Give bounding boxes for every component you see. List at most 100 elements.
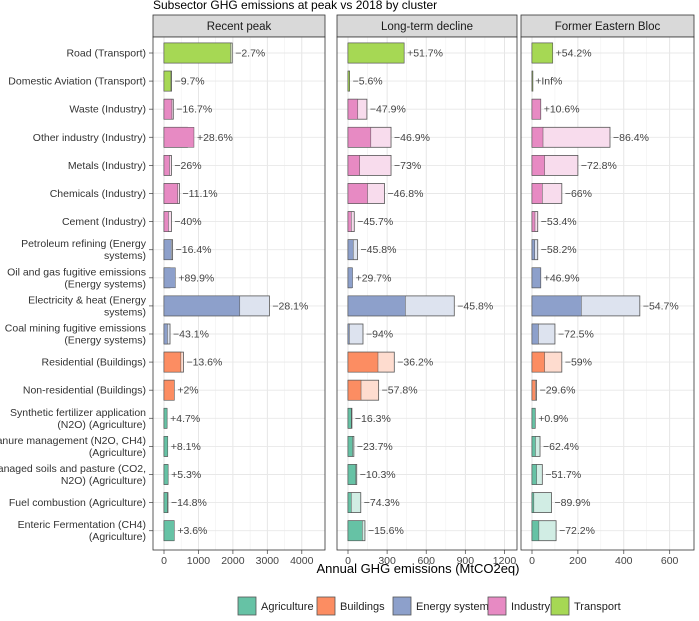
legend: Agriculture Buildings Energy systems Indust… [237, 596, 621, 616]
data-label: −59% [565, 357, 592, 369]
category-label: Petroleum refining (Energy systems) [21, 238, 147, 262]
x-tick-label: 600 [417, 555, 435, 567]
data-label: +5.3% [171, 469, 201, 481]
data-label: −45.8% [361, 244, 397, 256]
x-tick-label: 4000 [290, 555, 314, 567]
bar-2018 [347, 464, 357, 485]
panel-border [336, 36, 518, 551]
data-label: +46.9% [544, 272, 580, 284]
bar-2018 [347, 155, 360, 176]
x-tick-label: 600 [661, 555, 679, 567]
legend-item: Industry [487, 596, 551, 616]
chart-title: Subsector GHG emissions at peak vs 2018 … [153, 0, 437, 12]
bar-2018 [347, 492, 352, 513]
bar-2018 [531, 155, 545, 176]
data-label: −72.5% [558, 329, 594, 341]
bar-2018 [347, 98, 359, 120]
data-label: −23.7% [357, 441, 393, 453]
data-label: −46.8% [388, 188, 424, 200]
bar-2018 [531, 211, 536, 232]
bar-2018 [163, 211, 169, 232]
category-label: Metals (Industry) [68, 160, 146, 172]
bar-2018 [163, 98, 173, 120]
bar-2018 [163, 492, 168, 513]
legend-label: Industry [511, 601, 551, 613]
bar-peak [531, 492, 552, 514]
panel-border [520, 36, 695, 551]
category-label: Waste (Industry) [69, 104, 146, 116]
category-label: Domestic Aviation (Transport) [8, 76, 146, 88]
bar-2018 [163, 295, 241, 317]
data-label: −40% [174, 216, 201, 228]
data-label: −74.3% [364, 497, 400, 509]
category-label: Other industry (Industry) [33, 132, 146, 144]
category-label: Residential (Buildings) [42, 357, 146, 369]
legend-swatch [550, 596, 570, 616]
bar-2018 [531, 323, 539, 345]
data-label: −29.6% [540, 385, 576, 397]
category-label: Electricity & heat (Energy systems) [28, 294, 147, 318]
x-tick-label: 400 [615, 555, 633, 567]
legend-label: Energy systems [416, 601, 495, 613]
legend-swatch [237, 596, 257, 616]
data-label: +0.9% [538, 413, 568, 425]
bar-2018 [163, 464, 169, 485]
legend-label: Buildings [340, 601, 385, 613]
data-label: −86.4% [613, 132, 649, 144]
data-label: +29.7% [356, 272, 392, 284]
legend-swatch [316, 596, 336, 616]
data-label: −57.8% [382, 385, 418, 397]
data-label: +89.9% [178, 272, 214, 284]
facet-panel: Former Eastern Bloc 0 200 400 600 +54.2% +Inf%… [520, 14, 695, 567]
bar-2018 [347, 520, 363, 541]
category-label: Fuel combustion (Agriculture) [9, 497, 146, 509]
bar-2018 [347, 127, 372, 148]
data-label: −9.7% [175, 76, 205, 88]
category-label: Managed soils and pasture (CO2, N2O) (Agr… [0, 463, 146, 487]
bar-2018 [531, 436, 536, 457]
x-tick-label: 3000 [256, 555, 280, 567]
x-tick-label: 900 [457, 555, 475, 567]
x-tick-label: 0 [529, 555, 535, 567]
bar-2018 [163, 70, 172, 92]
bar-2018 [347, 408, 352, 429]
x-tick-label: 1000 [187, 555, 211, 567]
bar-2018 [163, 408, 168, 429]
data-label: +3.6% [177, 525, 207, 537]
bar-2018 [531, 183, 543, 204]
bar-2018 [163, 379, 175, 401]
category-label: Synthetic fertilizer application (N2O) (A… [10, 407, 146, 431]
bar-2018 [163, 155, 170, 176]
data-label: −51.7% [545, 469, 581, 481]
category-label: Manure management (N2O, CH4) (Agriculture… [0, 435, 146, 459]
data-label: −46.9% [394, 132, 430, 144]
bar-2018 [531, 379, 536, 401]
category-label: Cement (Industry) [62, 216, 146, 228]
bar-2018 [163, 183, 179, 204]
bar-2018 [347, 42, 405, 64]
bar-2018 [163, 42, 231, 64]
category-label: Non-residential (Buildings) [23, 385, 146, 397]
bar-2018 [347, 351, 379, 373]
bar-2018 [347, 267, 353, 289]
plot-area [153, 37, 325, 550]
bar-2018 [347, 183, 368, 204]
bar-2018 [531, 70, 534, 92]
bar-2018 [347, 211, 352, 232]
bar-2018 [531, 98, 541, 120]
x-tick-label: 1200 [493, 555, 517, 567]
data-label: −10.3% [360, 469, 396, 481]
data-label: −58.2% [541, 244, 577, 256]
bar-2018 [531, 408, 536, 429]
bar-2018 [531, 239, 536, 260]
plot-area [521, 37, 694, 550]
data-label: −89.9% [555, 497, 591, 509]
facet-panel: Recent peak 0 1000 2000 3000 4000 −2.7% −9.7% −1… [152, 14, 326, 567]
facet-strip-label: Former Eastern Bloc [555, 21, 661, 33]
legend-label: Transport [574, 601, 621, 613]
legend-swatch [487, 596, 507, 616]
data-label: +8.1% [171, 441, 201, 453]
plot-area [337, 37, 517, 550]
